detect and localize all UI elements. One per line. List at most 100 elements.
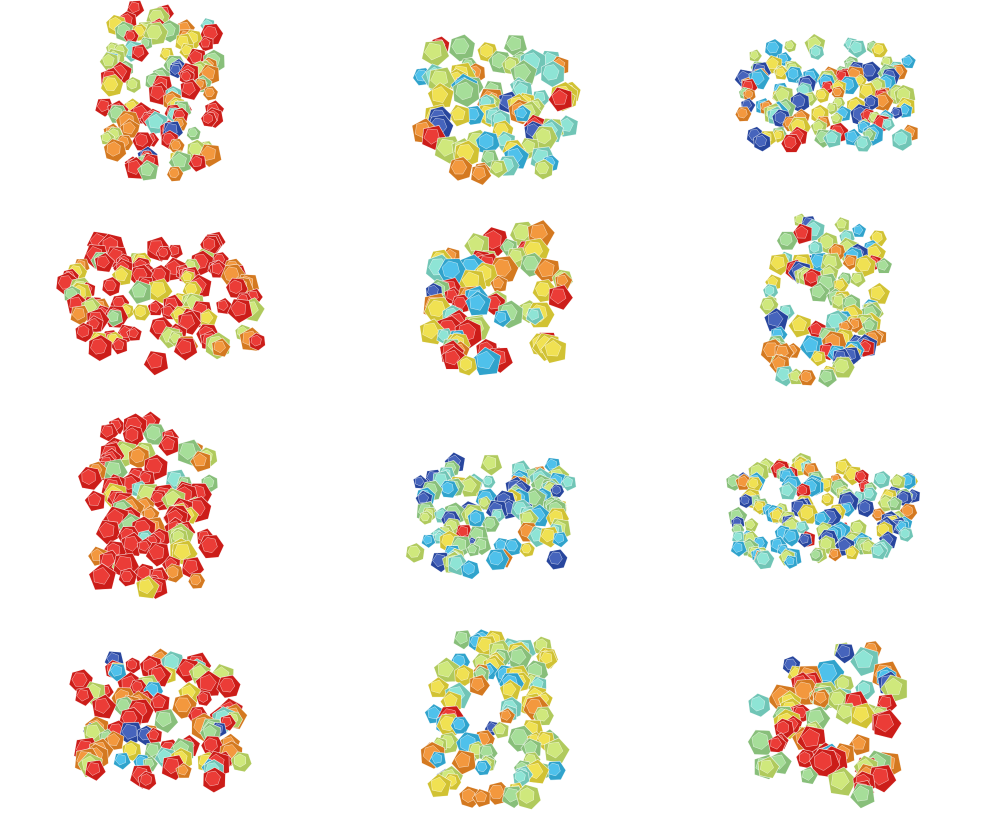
grain-face-top bbox=[488, 550, 504, 566]
grain-face-top bbox=[852, 735, 866, 750]
grain-face-top bbox=[810, 322, 823, 335]
grain bbox=[216, 674, 242, 699]
grain bbox=[95, 519, 121, 546]
grain-face-top bbox=[135, 305, 146, 318]
grain-face-top bbox=[552, 485, 561, 495]
grain bbox=[881, 118, 896, 132]
grain bbox=[200, 735, 224, 757]
grain-aggregate-r3c2 bbox=[405, 451, 577, 580]
grain-face-top bbox=[468, 544, 477, 554]
grain-face-top bbox=[140, 773, 152, 786]
grain-face-top bbox=[103, 77, 119, 91]
grain-face-top bbox=[467, 235, 485, 252]
grain-face-top bbox=[556, 274, 569, 287]
grain-face-top bbox=[422, 535, 432, 545]
grain-face-top bbox=[132, 46, 145, 58]
grain-face-top bbox=[856, 257, 872, 272]
grain-face-top bbox=[802, 336, 818, 353]
grain-aggregate-r1c1 bbox=[94, 0, 226, 182]
grain-face-top bbox=[832, 87, 842, 96]
grain-face-top bbox=[170, 140, 182, 151]
grain-face-top bbox=[893, 131, 908, 146]
grain bbox=[560, 475, 577, 492]
grain-face-top bbox=[503, 682, 517, 697]
grain-face-top bbox=[550, 288, 567, 305]
grain-face-top bbox=[750, 51, 759, 60]
grain-face-top bbox=[768, 311, 784, 327]
grain-face-top bbox=[479, 498, 489, 508]
grain bbox=[458, 785, 481, 809]
grain-face-top bbox=[182, 82, 196, 96]
grain-face-top bbox=[551, 89, 568, 105]
grain-face-top bbox=[431, 752, 443, 764]
grain-face-top bbox=[864, 319, 875, 330]
grain-face-top bbox=[542, 64, 560, 81]
grain-face-top bbox=[896, 87, 911, 102]
grain-face-top bbox=[546, 458, 557, 470]
grain-face-top bbox=[139, 540, 150, 552]
grain-face-top bbox=[201, 311, 214, 324]
grain bbox=[833, 277, 850, 294]
grain bbox=[77, 466, 103, 491]
grain-face-top bbox=[811, 46, 821, 57]
grain bbox=[147, 299, 165, 316]
grain-face-top bbox=[184, 283, 198, 296]
grain-face-top bbox=[870, 767, 889, 786]
grain-face-top bbox=[781, 484, 794, 497]
grain-face-top bbox=[822, 494, 832, 503]
grain-face-top bbox=[151, 491, 163, 504]
grain bbox=[94, 252, 115, 273]
grain-face-top bbox=[816, 90, 827, 100]
grain-aggregate-r3c3-svg bbox=[725, 452, 921, 570]
grain-face-top bbox=[862, 64, 876, 77]
grain-face-top bbox=[807, 710, 825, 726]
grain-face-top bbox=[168, 167, 180, 179]
grain bbox=[451, 749, 477, 776]
grain-face-top bbox=[546, 741, 564, 759]
grain-face-top bbox=[145, 458, 163, 474]
grain-aggregate-r2c3 bbox=[759, 212, 893, 388]
grain bbox=[472, 788, 491, 808]
grain-face-top bbox=[775, 87, 790, 102]
grain-face-top bbox=[881, 56, 891, 66]
grain-face-top bbox=[852, 706, 870, 723]
grain-face-top bbox=[767, 275, 778, 287]
grain-aggregate-r4c1-svg bbox=[68, 647, 253, 794]
grain bbox=[833, 216, 850, 233]
grain-face-top bbox=[510, 648, 527, 665]
grain-face-top bbox=[873, 43, 884, 55]
grain bbox=[544, 760, 567, 781]
grain-face-top bbox=[761, 298, 775, 311]
grain-face-top bbox=[800, 505, 814, 520]
grain bbox=[153, 708, 179, 734]
grain bbox=[467, 509, 487, 529]
grain-face-top bbox=[230, 300, 247, 317]
grain-aggregate-r1c3-svg bbox=[734, 33, 919, 153]
grain bbox=[453, 629, 474, 650]
grain-face-top bbox=[811, 549, 820, 560]
grain-face-top bbox=[420, 512, 430, 522]
grain-aggregate-r4c3-svg bbox=[747, 640, 908, 809]
grain bbox=[427, 82, 455, 109]
grain bbox=[834, 643, 856, 664]
grain-face-top bbox=[853, 785, 870, 802]
grain bbox=[797, 369, 817, 386]
grain bbox=[131, 43, 150, 63]
grain bbox=[469, 674, 491, 697]
grain-face-top bbox=[791, 316, 807, 332]
grain bbox=[99, 51, 119, 72]
grain-face-top bbox=[97, 255, 110, 269]
grain-face-top bbox=[180, 44, 192, 56]
grain-aggregate-r2c1-svg bbox=[55, 231, 266, 376]
grain bbox=[202, 766, 226, 794]
grain-face-top bbox=[432, 553, 446, 567]
grain-face-top bbox=[875, 714, 894, 733]
grain-face-top bbox=[750, 696, 766, 712]
grain-face-top bbox=[407, 545, 421, 558]
grain-face-top bbox=[472, 166, 486, 181]
grain bbox=[507, 644, 533, 670]
grain-face-top bbox=[454, 751, 471, 768]
grain-face-top bbox=[783, 135, 797, 149]
grain-face-top bbox=[179, 314, 195, 330]
grain bbox=[809, 548, 824, 563]
